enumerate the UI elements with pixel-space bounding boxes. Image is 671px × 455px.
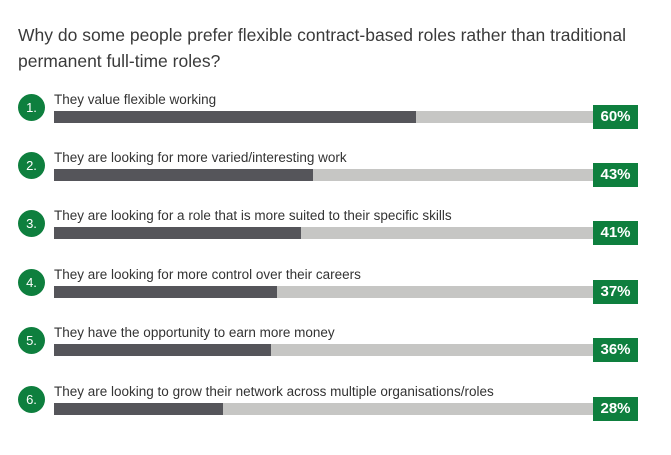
- bar-fill: [54, 227, 301, 239]
- bar-row: 5. They have the opportunity to earn more…: [0, 325, 671, 375]
- bar-row: 4. They are looking for more control over…: [0, 267, 671, 317]
- category-label: They are looking for more control over t…: [54, 267, 361, 282]
- value-label: 43%: [593, 163, 638, 187]
- bar-fill: [54, 286, 277, 298]
- row-number-badge: 2.: [18, 152, 45, 179]
- bar-fill: [54, 403, 223, 415]
- bar-fill: [54, 169, 313, 181]
- bar-fill: [54, 111, 416, 123]
- row-number-badge: 5.: [18, 327, 45, 354]
- bar-track: [54, 403, 593, 415]
- bar-row: 3. They are looking for a role that is mo…: [0, 208, 671, 258]
- bar-row: 1. They value flexible working 60%: [0, 92, 671, 142]
- bar-track: [54, 227, 593, 239]
- category-label: They are looking for more varied/interes…: [54, 150, 347, 165]
- value-label: 41%: [593, 221, 638, 245]
- chart-title: Why do some people prefer flexible contr…: [18, 25, 626, 71]
- bar-track: [54, 286, 593, 298]
- bar-track: [54, 169, 593, 181]
- bar-fill: [54, 344, 271, 356]
- bar-row: 2. They are looking for more varied/inter…: [0, 150, 671, 200]
- row-number-badge: 4.: [18, 269, 45, 296]
- value-label: 60%: [593, 105, 638, 129]
- value-label: 36%: [593, 338, 638, 362]
- value-label: 37%: [593, 280, 638, 304]
- category-label: They have the opportunity to earn more m…: [54, 325, 335, 340]
- row-number-badge: 3.: [18, 210, 45, 237]
- category-label: They value flexible working: [54, 92, 217, 107]
- bar-row: 6. They are looking to grow their network…: [0, 384, 671, 434]
- category-label: They are looking to grow their network a…: [54, 384, 494, 399]
- row-number-badge: 6.: [18, 386, 45, 413]
- row-number-badge: 1.: [18, 94, 45, 121]
- value-label: 28%: [593, 397, 638, 421]
- bar-track: [54, 344, 593, 356]
- bar-track: [54, 111, 593, 123]
- category-label: They are looking for a role that is more…: [54, 208, 452, 223]
